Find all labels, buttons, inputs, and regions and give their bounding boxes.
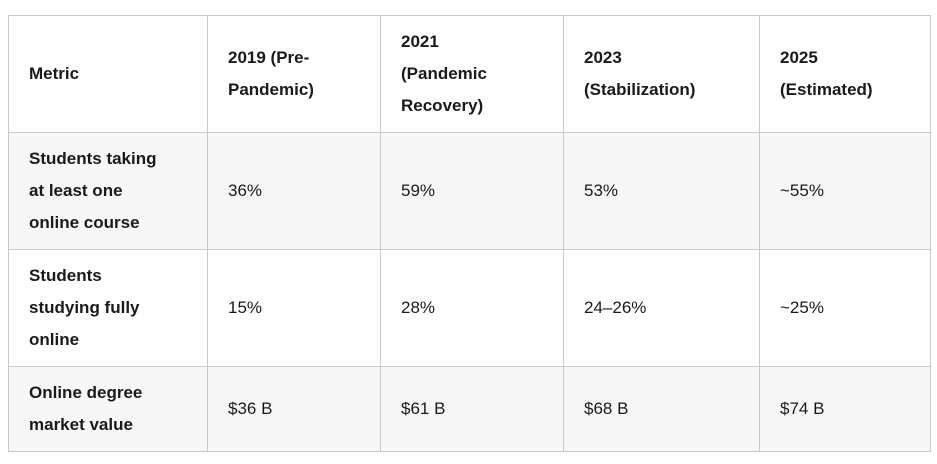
- metric-cell: Students taking at least one online cour…: [8, 132, 208, 250]
- column-header-metric: Metric: [8, 15, 208, 133]
- value-cell: $68 B: [563, 366, 760, 452]
- value-cell: $36 B: [207, 366, 381, 452]
- value-cell: 36%: [207, 132, 381, 250]
- metric-cell: Students studying fully online: [8, 249, 208, 367]
- table-row-market-value: Online degree market value $36 B $61 B $…: [8, 366, 931, 452]
- value-cell: 15%: [207, 249, 381, 367]
- table-header: Metric 2019 (Pre-Pandemic) 2021 (Pandemi…: [8, 15, 931, 133]
- value-cell: 59%: [380, 132, 564, 250]
- table-body: Students taking at least one online cour…: [8, 132, 931, 452]
- value-cell: ~55%: [759, 132, 931, 250]
- table-row-online-course: Students taking at least one online cour…: [8, 132, 931, 250]
- table-row-fully-online: Students studying fully online 15% 28% 2…: [8, 249, 931, 367]
- value-cell: ~25%: [759, 249, 931, 367]
- column-header-2019: 2019 (Pre-Pandemic): [207, 15, 381, 133]
- value-cell: 28%: [380, 249, 564, 367]
- online-education-metrics-table: Metric 2019 (Pre-Pandemic) 2021 (Pandemi…: [8, 15, 931, 452]
- value-cell: 53%: [563, 132, 760, 250]
- header-row: Metric 2019 (Pre-Pandemic) 2021 (Pandemi…: [8, 15, 931, 133]
- value-cell: $61 B: [380, 366, 564, 452]
- column-header-2021: 2021 (Pandemic Recovery): [380, 15, 564, 133]
- column-header-2023: 2023 (Stabilization): [563, 15, 760, 133]
- column-header-2025: 2025 (Estimated): [759, 15, 931, 133]
- value-cell: 24–26%: [563, 249, 760, 367]
- metric-cell: Online degree market value: [8, 366, 208, 452]
- value-cell: $74 B: [759, 366, 931, 452]
